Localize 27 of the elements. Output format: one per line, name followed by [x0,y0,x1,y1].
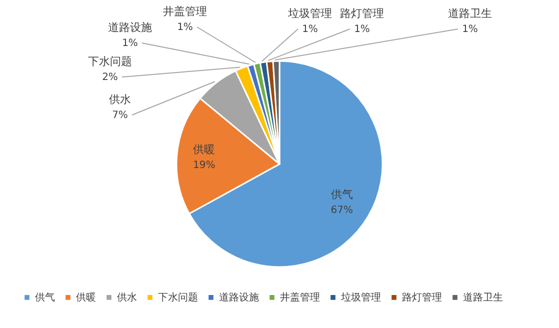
legend-label: 供气 [35,291,55,304]
slice-label: 道路卫生 [448,7,492,20]
legend-label: 供暖 [76,291,96,304]
legend-label: 道路卫生 [463,291,503,304]
slice-label: 井盖管理 [163,5,207,18]
data-label: 1% [462,24,478,35]
slice-label: 路灯管理 [340,7,384,20]
legend-label: 路灯管理 [402,291,442,304]
data-label: 2% [102,72,118,83]
data-label: 19% [193,160,216,172]
data-label: 1% [122,38,138,49]
slice-label: 道路设施 [108,21,152,34]
data-label: 7% [112,110,128,121]
data-label: 67% [330,204,353,216]
slice-label: 供水 [109,93,131,106]
data-label: 1% [177,22,193,33]
slice-label: 供气 [330,188,353,201]
slice-label: 垃圾管理 [287,7,332,20]
data-label: 1% [354,24,370,35]
slice-label: 下水问题 [88,55,132,68]
legend-label: 井盖管理 [280,291,320,304]
legend-label: 垃圾管理 [340,291,381,304]
slice-label: 供暖 [193,143,216,156]
data-label: 1% [302,24,318,35]
legend-label: 道路设施 [219,291,259,304]
legend-label: 下水问题 [158,291,198,304]
legend-label: 供水 [117,291,137,304]
